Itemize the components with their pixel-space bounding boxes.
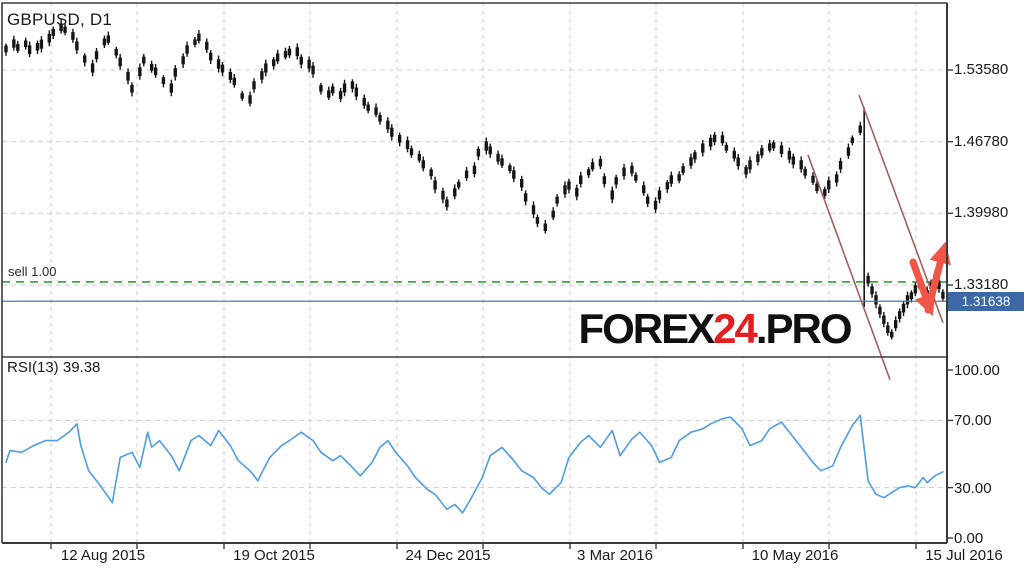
date-label: 19 Oct 2015 [233,547,315,564]
price-axis-label: 1.53580 [954,61,1009,78]
price-axis-label: 1.39980 [954,204,1009,222]
rsi-axis-label: 30.00 [954,479,992,497]
price-bars [4,19,945,340]
trend-channel-line [858,94,944,324]
watermark-logo: FOREX 24 .PRO [574,302,855,356]
current-price-tag: 1.31638 [948,291,1024,311]
rsi-indicator-label: RSI(13) 39.38 [7,359,101,376]
date-label: 15 Jul 2016 [925,547,1003,564]
trend-channel-line [807,154,891,380]
date-label: 10 May 2016 [751,547,839,564]
date-label: 3 Mar 2016 [577,547,653,564]
symbol-title: GBPUSD, D1 [7,10,112,29]
chart-frame [1,2,947,543]
arrow-down-stroke [909,258,936,317]
price-axis-label: 1.46780 [954,132,1009,150]
rsi-axis-label: 100.00 [954,362,1000,379]
date-label: 24 Dec 2015 [405,547,491,564]
watermark-text-forex: FOREX [578,305,715,352]
date-label: 12 Aug 2015 [60,547,146,564]
arrow-up-stroke [924,241,951,314]
watermark-text-24: 24 [713,305,758,352]
watermark-text-pro: .PRO [755,305,853,352]
rsi-curve [5,414,944,514]
price-axis-label: 1.33180 [954,276,1009,294]
rsi-axis-label: 0.00 [954,530,984,547]
sell-order-label: sell 1.00 [8,264,57,279]
rsi-axis-label: 70.00 [954,412,992,430]
